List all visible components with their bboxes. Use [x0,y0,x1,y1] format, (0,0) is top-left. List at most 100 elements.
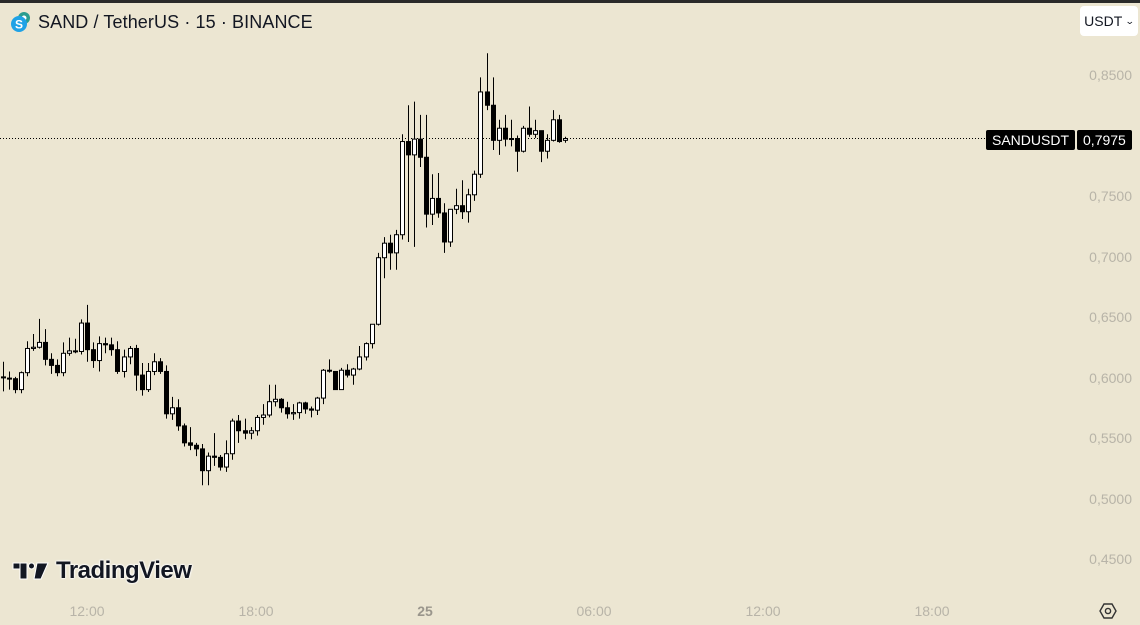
candle [509,119,514,147]
svg-text:S: S [15,18,23,32]
candle [448,208,453,247]
candle [430,174,435,226]
candle [466,188,471,223]
candle [55,359,60,377]
last-price-value: 0,7975 [1077,130,1132,150]
currency-selector[interactable]: USDT ⌄ [1080,6,1138,36]
settings-gear-icon[interactable] [1099,602,1117,620]
candle [140,362,145,396]
sand-coin-icon: S [10,11,32,33]
candle [1,361,6,392]
candle [315,396,320,416]
tradingview-logo[interactable]: TradingView [12,557,192,585]
candle [236,415,241,443]
candle [97,336,102,372]
tradingview-logo-text: TradingView [56,557,192,584]
window-top-border [0,0,1140,3]
candle [7,371,12,390]
time-tick-label: 12:00 [69,603,105,619]
candle [25,341,30,377]
candle [345,364,350,378]
candle [218,454,223,471]
candle [485,53,490,111]
candle [333,370,338,391]
candle [521,125,526,153]
candle [103,337,108,354]
candle [61,342,66,377]
candle [297,401,302,419]
candle [170,396,175,420]
candle [267,384,272,418]
price-tick-label: 0,7500 [1089,188,1132,204]
candle [472,170,477,201]
price-tick-label: 0,5000 [1089,490,1132,507]
candle [91,342,96,368]
time-tick-label: 12:00 [745,603,781,619]
candle [194,442,199,457]
candle [303,401,308,414]
candle [563,136,568,143]
price-tick-label: 0,5500 [1089,430,1132,446]
candle [212,433,217,466]
candle [122,349,127,378]
chart-header: S SAND / TetherUS · 15 · BINANCE [10,10,313,34]
candle [376,252,381,326]
price-tick-label: 0,6500 [1089,309,1132,325]
candle [158,358,163,374]
candle [73,338,78,354]
candle [436,173,441,218]
price-tick-label: 0,8500 [1089,67,1132,83]
candle [406,105,411,242]
candle [255,415,260,436]
candle [285,401,290,419]
candle [339,367,344,391]
candle [206,452,211,486]
time-tick-label: 25 [417,603,433,619]
candle [261,404,266,425]
candle [176,399,181,431]
candle [79,319,84,355]
candle [37,318,42,349]
candle [200,444,205,486]
candle [128,346,133,365]
candle [400,134,405,240]
candle [49,353,54,374]
candle [164,365,169,419]
candle [551,110,556,142]
candle [515,135,520,172]
candle [134,344,139,391]
candle [230,418,235,460]
candle [19,371,24,394]
candle [109,337,114,356]
candle [13,376,18,394]
candle [357,346,362,371]
candle [182,423,187,447]
candle [418,114,423,167]
candle [424,114,429,228]
candle [309,406,314,418]
candle [115,341,120,374]
price-tick-label: 0,7000 [1089,248,1132,265]
candle [249,427,254,440]
candle [188,427,193,451]
candle [394,229,399,270]
candle [152,353,157,376]
candle [557,114,562,143]
candle [279,398,284,413]
candle [67,337,72,356]
candle [224,440,229,472]
candle [43,329,48,366]
candle [491,77,496,151]
candle [321,369,326,405]
tradingview-logo-icon [12,562,49,580]
candle [527,106,532,137]
candle [412,101,417,247]
candle [454,188,459,215]
candle [503,114,508,147]
candle [291,404,296,420]
price-tick-label: 0,4500 [1089,551,1132,567]
candle [497,119,502,155]
candle [273,384,278,407]
candle [545,134,550,159]
